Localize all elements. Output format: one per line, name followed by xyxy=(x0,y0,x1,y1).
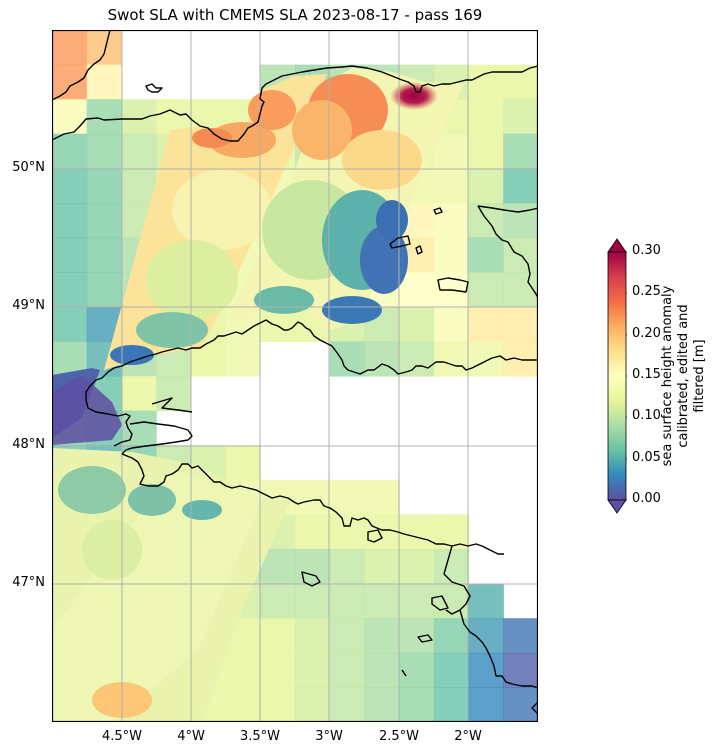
colorbar-tick-0-10: 0.10 xyxy=(632,408,661,423)
axes-frame xyxy=(52,30,538,722)
x-tick-3w: 3°W xyxy=(315,729,343,744)
colorbar-label: sea surface height anomaly calibrated, e… xyxy=(660,285,707,467)
colorbar-tick-0-20: 0.20 xyxy=(632,326,661,341)
colorbar-tick-0-30: 0.30 xyxy=(632,243,661,258)
x-tick-2w: 2°W xyxy=(454,729,482,744)
y-tick-47n: 47°N xyxy=(12,575,45,590)
colorbar-tick-0-15: 0.15 xyxy=(632,367,661,382)
colorbar-tick-0-05: 0.05 xyxy=(632,450,661,465)
chart-title: Swot SLA with CMEMS SLA 2023-08-17 - pas… xyxy=(107,6,483,24)
x-tick-2-5w: 2.5°W xyxy=(378,729,420,744)
colorbar xyxy=(607,238,627,514)
x-tick-4-5w: 4.5°W xyxy=(101,729,143,744)
x-tick-3-5w: 3.5°W xyxy=(239,729,281,744)
y-tick-49n: 49°N xyxy=(12,298,45,313)
colorbar-extend-max xyxy=(607,238,627,253)
y-tick-50n: 50°N xyxy=(12,160,45,175)
colorbar-tick-0-00: 0.00 xyxy=(632,491,661,506)
y-tick-48n: 48°N xyxy=(12,437,45,452)
x-tick-4w: 4°W xyxy=(177,729,205,744)
map-canvas xyxy=(52,30,538,722)
colorbar-tick-0-25: 0.25 xyxy=(632,284,661,299)
map-plot-area xyxy=(52,30,538,722)
colorbar-extend-min xyxy=(607,499,627,514)
graticule xyxy=(52,30,538,722)
coastlines xyxy=(52,30,538,715)
